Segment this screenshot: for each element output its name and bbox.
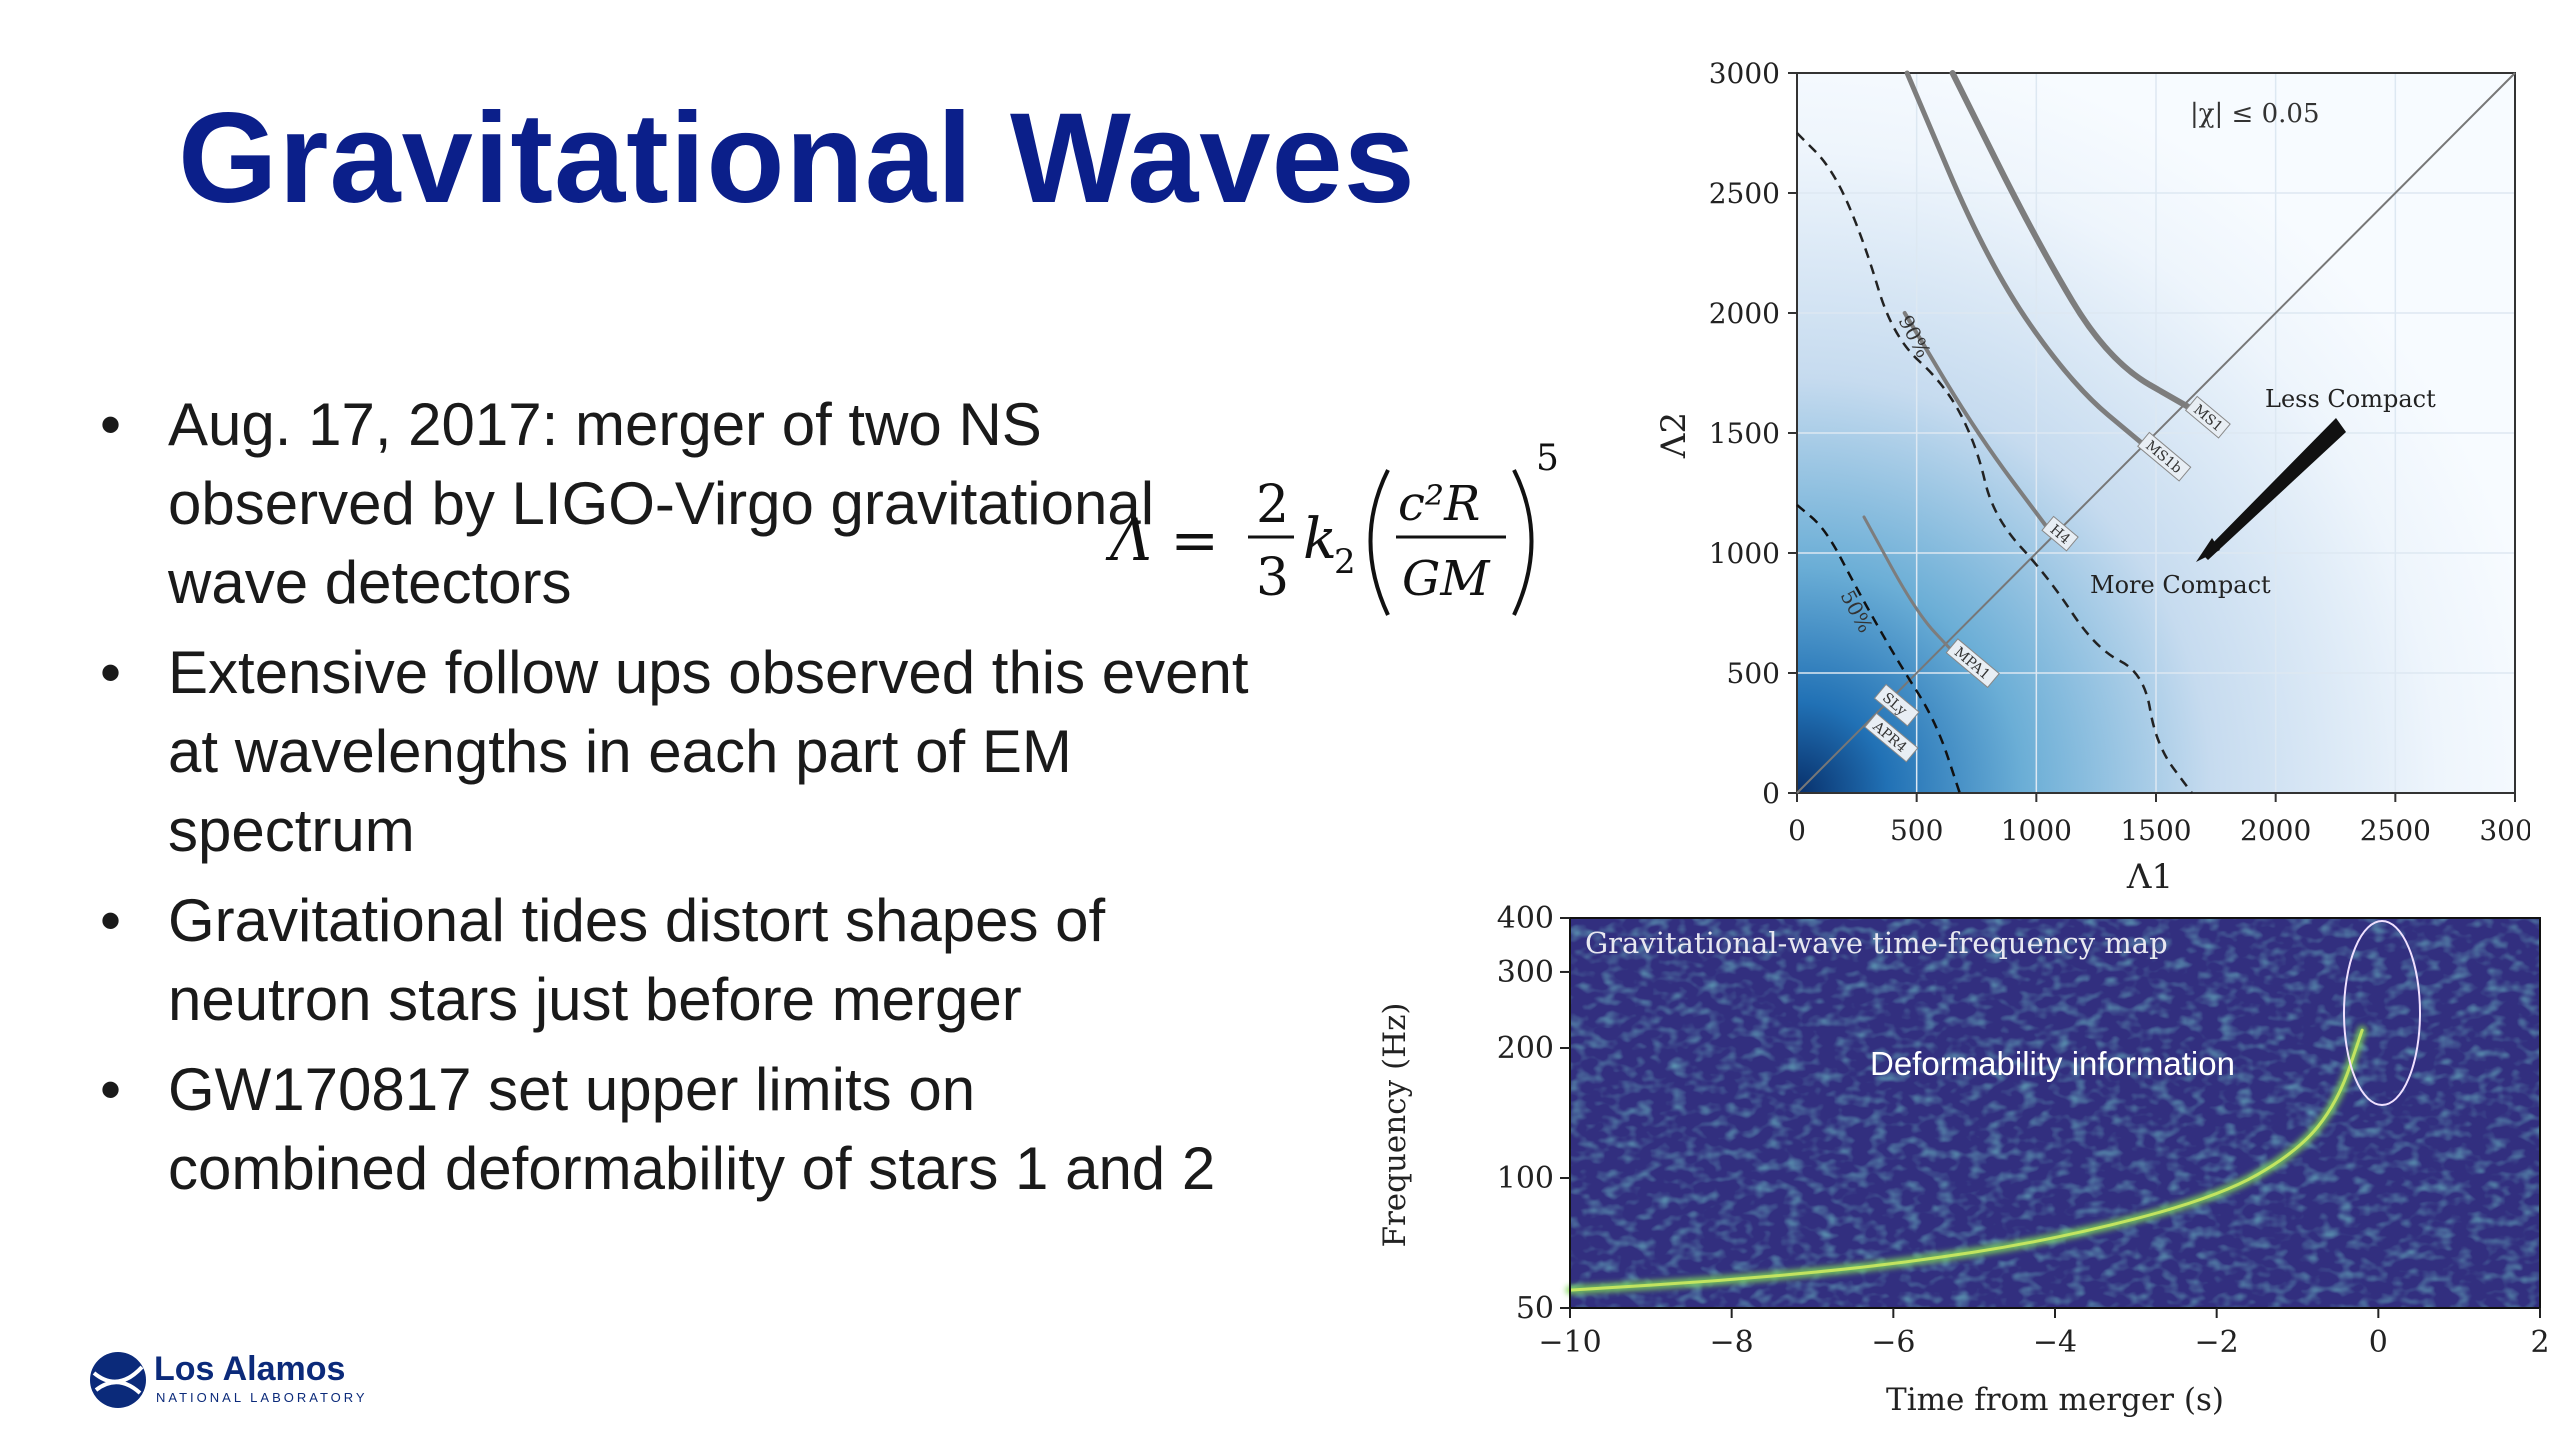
more-compact-label: More Compact [2090,571,2271,599]
time-frequency-map: Gravitational-wave time-frequency map De… [1377,905,2550,1418]
bullet-list: Aug. 17, 2017: merger of two NS observed… [100,385,1250,1219]
eos-label-sly: SLy [1873,683,1920,727]
eos-curve-ms1 [1949,70,2195,412]
spin-annotation: |χ| ≤ 0.05 [2190,99,2319,129]
formula-exponent: 5 [1536,440,1559,479]
slide-title: Gravitational Waves [178,87,1416,230]
x-tick-label: 0 [1788,814,1806,847]
x-tick-label: 0 [2369,1325,2388,1360]
deformability-label: Deformability information [1870,1045,2235,1082]
y-tick-label: 300 [1497,955,1554,990]
eos-curve-h4 [1902,311,2051,531]
x-axis-label: Λ1 [2126,857,2173,895]
bullet-item: Gravitational tides distort shapes of ne… [100,881,1250,1039]
x-tick-label: 3000 [2479,814,2530,847]
formula-k-sub: 2 [1334,542,1356,582]
formula-inner-den: GM [1402,551,1491,607]
deformability-ellipse [2343,920,2421,1106]
y-tick-label: 0 [1762,777,1780,810]
heatmap-noise [1570,918,2540,1308]
x-axis-label: Time from merger (s) [1886,1382,2224,1418]
x-tick-labels: 0 500 1000 1500 2000 2500 3000 [1788,814,2530,847]
x-tick-label: 2 [2530,1325,2549,1360]
x-tick-label: −4 [2033,1325,2077,1360]
contour-90 [1796,132,2193,794]
y-tick-label: 50 [1516,1291,1554,1326]
less-compact-label: Less Compact [2265,385,2436,413]
y-tick-label: 200 [1497,1031,1554,1066]
formula-inner-num: c²R [1398,476,1480,532]
x-tick-label: 2000 [2240,814,2311,847]
compactness-arrow [2202,418,2346,560]
x-tick-label: 2500 [2360,814,2431,847]
eos-curve-mpa1 [1862,515,1955,653]
formula-lhs: Λ = [1105,506,1219,574]
y-tick-label: 1500 [1709,417,1780,450]
y-tick-label: 500 [1727,657,1780,690]
y-tick-label: 3000 [1709,57,1780,90]
credible-contours [1796,132,2193,794]
y-tick-label: 2000 [1709,297,1780,330]
los-alamos-logo: Los Alamos NATIONAL LABORATORY [90,1350,368,1408]
x-tick-label: −2 [2195,1325,2239,1360]
x-tick-label: −8 [1710,1325,1754,1360]
contour-50 [1796,504,1961,794]
formula-k: k [1303,507,1337,572]
y-tick-label: 2500 [1709,177,1780,210]
logo-sub: NATIONAL LABORATORY [156,1390,368,1405]
y-tick-labels: 50 100 200 300 400 [1497,905,1570,1326]
y-tick-label: 100 [1497,1161,1554,1196]
x-tick-labels: −10 −8 −6 −4 −2 0 2 [1538,1308,2550,1360]
y-axis-label: Frequency (Hz) [1377,1002,1413,1247]
formula-num: 2 [1256,475,1289,535]
x-tick-label: 1500 [2120,814,2191,847]
eos-curve-ms1b [1904,70,2147,448]
y-axis-label: Λ2 [1654,412,1694,459]
logo-name: Los Alamos [154,1350,345,1388]
bullet-item: Extensive follow ups observed this event… [100,633,1250,870]
y-tick-label: 400 [1497,905,1554,936]
tidal-deformability-formula: Λ = 2 3 k 2 c²R GM 5 [1105,440,1559,616]
formula-den: 3 [1256,548,1289,608]
x-tick-label: 1000 [2001,814,2072,847]
x-tick-label: 500 [1890,814,1943,847]
y-tick-label: 1000 [1709,537,1780,570]
plot-frame [1796,72,2516,794]
bullet-item: Aug. 17, 2017: merger of two NS observed… [100,385,1250,622]
heatmap-title: Gravitational-wave time-frequency map [1585,926,2168,960]
x-tick-label: −6 [1871,1325,1915,1360]
bullet-item: GW170817 set upper limits on combined de… [100,1050,1250,1208]
x-tick-label: −10 [1538,1325,1601,1360]
y-tick-labels: 0 500 1000 1500 2000 2500 3000 [1709,57,1780,810]
equal-lambda-line [1796,72,2516,794]
